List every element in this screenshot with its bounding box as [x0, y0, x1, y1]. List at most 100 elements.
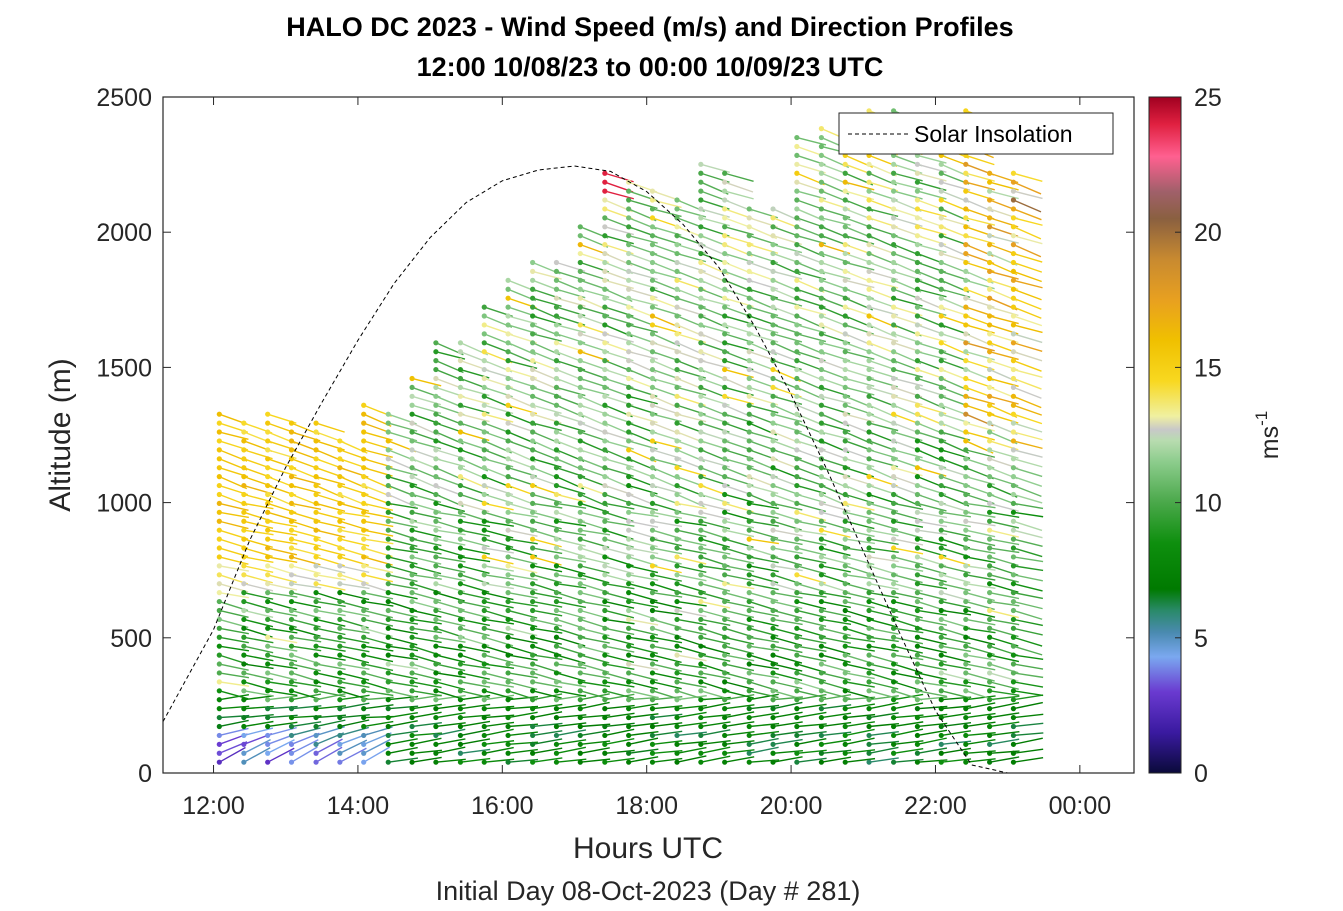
wind-barb-point: [337, 456, 343, 462]
wind-barb-point: [602, 277, 608, 283]
wind-barb: [363, 704, 394, 710]
wind-barb-point: [914, 500, 921, 507]
wind-barb: [1013, 386, 1042, 399]
wind-barb-point: [649, 679, 656, 685]
wind-barb: [941, 583, 971, 592]
wind-barb-point: [481, 572, 487, 578]
wind-barb: [941, 511, 972, 518]
wind-barb-point: [553, 349, 560, 355]
wind-barb: [315, 565, 346, 574]
wind-barb-point: [241, 590, 247, 596]
wind-barb: [580, 672, 610, 679]
wind-barb-point: [577, 402, 583, 408]
wind-barb-point: [626, 179, 632, 185]
wind-barb-point: [577, 465, 583, 471]
wind-barb-point: [963, 366, 969, 373]
wind-barb-point: [938, 170, 944, 176]
wind-barb-point: [481, 313, 487, 319]
wind-barb: [219, 681, 250, 687]
wind-barb-point: [1010, 554, 1017, 560]
wind-barb-point: [602, 429, 608, 435]
wind-barb-point: [938, 572, 944, 578]
wind-barb-point: [698, 456, 704, 462]
wind-barb-point: [530, 652, 536, 658]
wind-barb: [772, 645, 803, 654]
wind-barb: [749, 583, 779, 591]
wind-barb: [291, 618, 321, 628]
wind-barb-point: [866, 590, 872, 596]
wind-barb-point: [337, 661, 343, 667]
wind-barb-point: [818, 545, 825, 551]
wind-barb-point: [216, 447, 222, 453]
wind-barb-point: [577, 366, 583, 373]
wind-barb-point: [842, 652, 848, 658]
wind-barb-point: [770, 393, 776, 399]
wind-barb-point: [866, 215, 872, 221]
wind-barb-point: [1010, 563, 1017, 569]
wind-barb-point: [602, 527, 608, 533]
wind-barb-point: [794, 349, 800, 355]
wind-barb: [243, 591, 274, 600]
wind-barb-point: [794, 215, 800, 221]
wind-barb-point: [890, 206, 897, 212]
wind-barb: [724, 181, 754, 193]
wind-barb: [267, 681, 298, 687]
wind-barb: [267, 520, 298, 528]
wind-barb-point: [626, 670, 632, 676]
wind-barb: [989, 235, 1019, 244]
wind-barb-point: [313, 465, 319, 471]
wind-barb: [363, 746, 391, 763]
wind-barb: [821, 547, 851, 557]
wind-barb: [917, 538, 947, 547]
wind-barb-point: [770, 652, 776, 658]
wind-barb-point: [963, 509, 969, 515]
wind-barb-point: [866, 456, 872, 462]
wind-barb-point: [385, 750, 391, 756]
wind-barb: [676, 663, 707, 669]
wind-barb-point: [265, 723, 271, 730]
wind-barb-point: [722, 447, 728, 453]
wind-barb-point: [818, 170, 825, 176]
wind-barb-point: [433, 679, 439, 685]
wind-barb-point: [794, 465, 800, 471]
wind-barb-point: [409, 465, 415, 471]
wind-barb: [724, 556, 755, 564]
wind-barb-layer: [216, 108, 1044, 765]
wind-profile: [241, 420, 274, 765]
wind-barb-point: [938, 215, 944, 221]
wind-barb-point: [553, 670, 560, 676]
wind-barb-point: [530, 286, 536, 292]
wind-barb-point: [337, 527, 343, 533]
wind-barb-point: [602, 741, 608, 747]
wind-barb-point: [963, 224, 969, 230]
wind-barb-point: [987, 224, 993, 230]
wind-barb-point: [818, 491, 825, 498]
wind-barb-point: [866, 197, 872, 203]
wind-barb: [460, 538, 490, 548]
wind-barb-point: [361, 661, 367, 667]
wind-barb: [989, 529, 1019, 538]
wind-barb: [676, 731, 707, 737]
wind-barb-point: [722, 224, 728, 230]
wind-barb-point: [914, 188, 921, 194]
wind-barb-point: [361, 590, 367, 596]
wind-barb-point: [890, 224, 897, 230]
wind-barb-point: [722, 652, 728, 658]
wind-barb-point: [649, 420, 656, 426]
wind-barb-point: [890, 679, 897, 685]
wind-barb-point: [361, 679, 367, 685]
wind-barb-point: [577, 509, 583, 515]
wind-barb-point: [674, 331, 680, 337]
wind-barb-point: [216, 527, 222, 533]
wind-barb-point: [457, 714, 464, 721]
wind-barb: [1013, 591, 1044, 600]
wind-barb-point: [577, 688, 583, 694]
wind-barb-point: [361, 456, 367, 462]
wind-barb: [700, 672, 731, 680]
wind-barb: [411, 520, 442, 529]
wind-barb-point: [626, 706, 632, 712]
wind-barb: [315, 738, 343, 754]
wind-barb-point: [216, 563, 222, 569]
wind-barb-point: [265, 625, 271, 631]
